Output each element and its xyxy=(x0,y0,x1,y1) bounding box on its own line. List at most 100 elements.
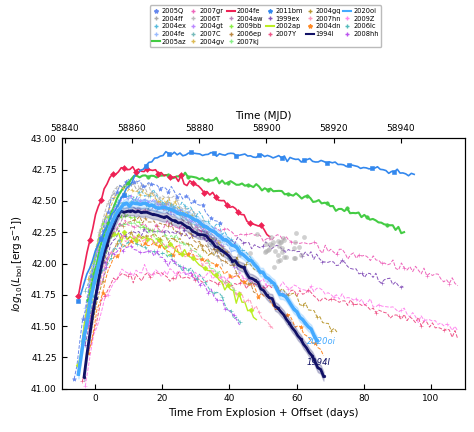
Point xyxy=(170,235,178,242)
Point xyxy=(116,237,123,244)
Point xyxy=(284,191,292,197)
Point xyxy=(74,361,82,368)
Point xyxy=(290,254,298,261)
Point xyxy=(113,239,121,246)
Point xyxy=(300,234,308,241)
Point xyxy=(356,251,363,258)
Point xyxy=(307,283,315,290)
Point xyxy=(133,206,140,213)
Point xyxy=(163,200,170,207)
Point xyxy=(274,305,282,311)
Point xyxy=(124,239,132,246)
Point xyxy=(262,248,270,254)
Point xyxy=(213,270,220,277)
Point xyxy=(262,282,270,289)
Point xyxy=(124,193,131,200)
Point xyxy=(230,312,237,319)
Point xyxy=(164,243,172,250)
Point xyxy=(126,214,134,221)
Point xyxy=(130,223,137,230)
Point xyxy=(85,337,92,343)
Point xyxy=(236,262,243,269)
Point xyxy=(199,242,206,249)
Point xyxy=(172,271,179,278)
Point xyxy=(288,238,295,245)
Point xyxy=(230,263,237,270)
Point xyxy=(99,267,106,273)
Point xyxy=(90,258,98,265)
Point xyxy=(156,185,164,192)
Point xyxy=(150,201,157,208)
Point xyxy=(200,234,208,241)
Point xyxy=(124,194,132,201)
Point xyxy=(240,279,248,286)
Point xyxy=(202,229,210,236)
Point xyxy=(108,209,116,216)
Point xyxy=(95,236,102,243)
Point xyxy=(121,181,129,188)
Point xyxy=(228,257,235,264)
Point xyxy=(167,201,175,208)
Point xyxy=(80,373,88,380)
Point xyxy=(304,287,312,294)
Point xyxy=(446,280,453,287)
Point xyxy=(227,248,235,254)
Point xyxy=(135,219,143,226)
Point xyxy=(145,193,152,200)
Point xyxy=(176,229,183,236)
Point xyxy=(109,231,117,238)
Point xyxy=(148,227,156,234)
Point xyxy=(270,281,278,288)
Point xyxy=(99,220,107,227)
Point xyxy=(279,235,287,241)
Point xyxy=(93,245,101,252)
Point xyxy=(107,213,115,220)
Point xyxy=(192,213,200,219)
Point xyxy=(279,245,286,252)
Point xyxy=(269,301,276,308)
Point xyxy=(102,212,109,219)
Point xyxy=(139,223,147,230)
Point xyxy=(164,172,172,179)
Point xyxy=(142,232,149,239)
Point xyxy=(82,314,89,321)
Point xyxy=(193,224,201,231)
Point xyxy=(274,238,282,245)
Point xyxy=(319,373,327,380)
Point xyxy=(173,193,181,200)
Point xyxy=(188,215,196,222)
Point xyxy=(177,210,184,217)
Point xyxy=(119,184,127,191)
Point xyxy=(230,287,237,294)
Point xyxy=(281,254,288,260)
Point xyxy=(103,241,111,248)
Point xyxy=(239,275,247,282)
Point xyxy=(147,181,155,187)
Point xyxy=(236,290,243,297)
Point xyxy=(153,248,161,255)
Point xyxy=(239,239,247,246)
Point xyxy=(90,261,98,268)
Point xyxy=(179,211,186,218)
Point xyxy=(187,269,195,276)
Point xyxy=(199,201,207,208)
Point xyxy=(199,247,207,254)
Point xyxy=(208,233,215,240)
Point xyxy=(210,225,218,232)
Point xyxy=(245,256,253,263)
Point xyxy=(313,337,320,344)
Point xyxy=(113,253,120,260)
Point xyxy=(97,236,105,243)
Point xyxy=(124,272,131,279)
Point xyxy=(265,234,273,241)
Point xyxy=(281,237,288,244)
Point xyxy=(256,268,264,275)
Point xyxy=(276,238,283,245)
Point xyxy=(107,214,115,221)
Point xyxy=(86,285,93,292)
Point xyxy=(187,246,194,253)
Point xyxy=(128,242,135,249)
Point xyxy=(82,341,89,348)
Point xyxy=(85,314,92,321)
Point xyxy=(219,235,227,241)
